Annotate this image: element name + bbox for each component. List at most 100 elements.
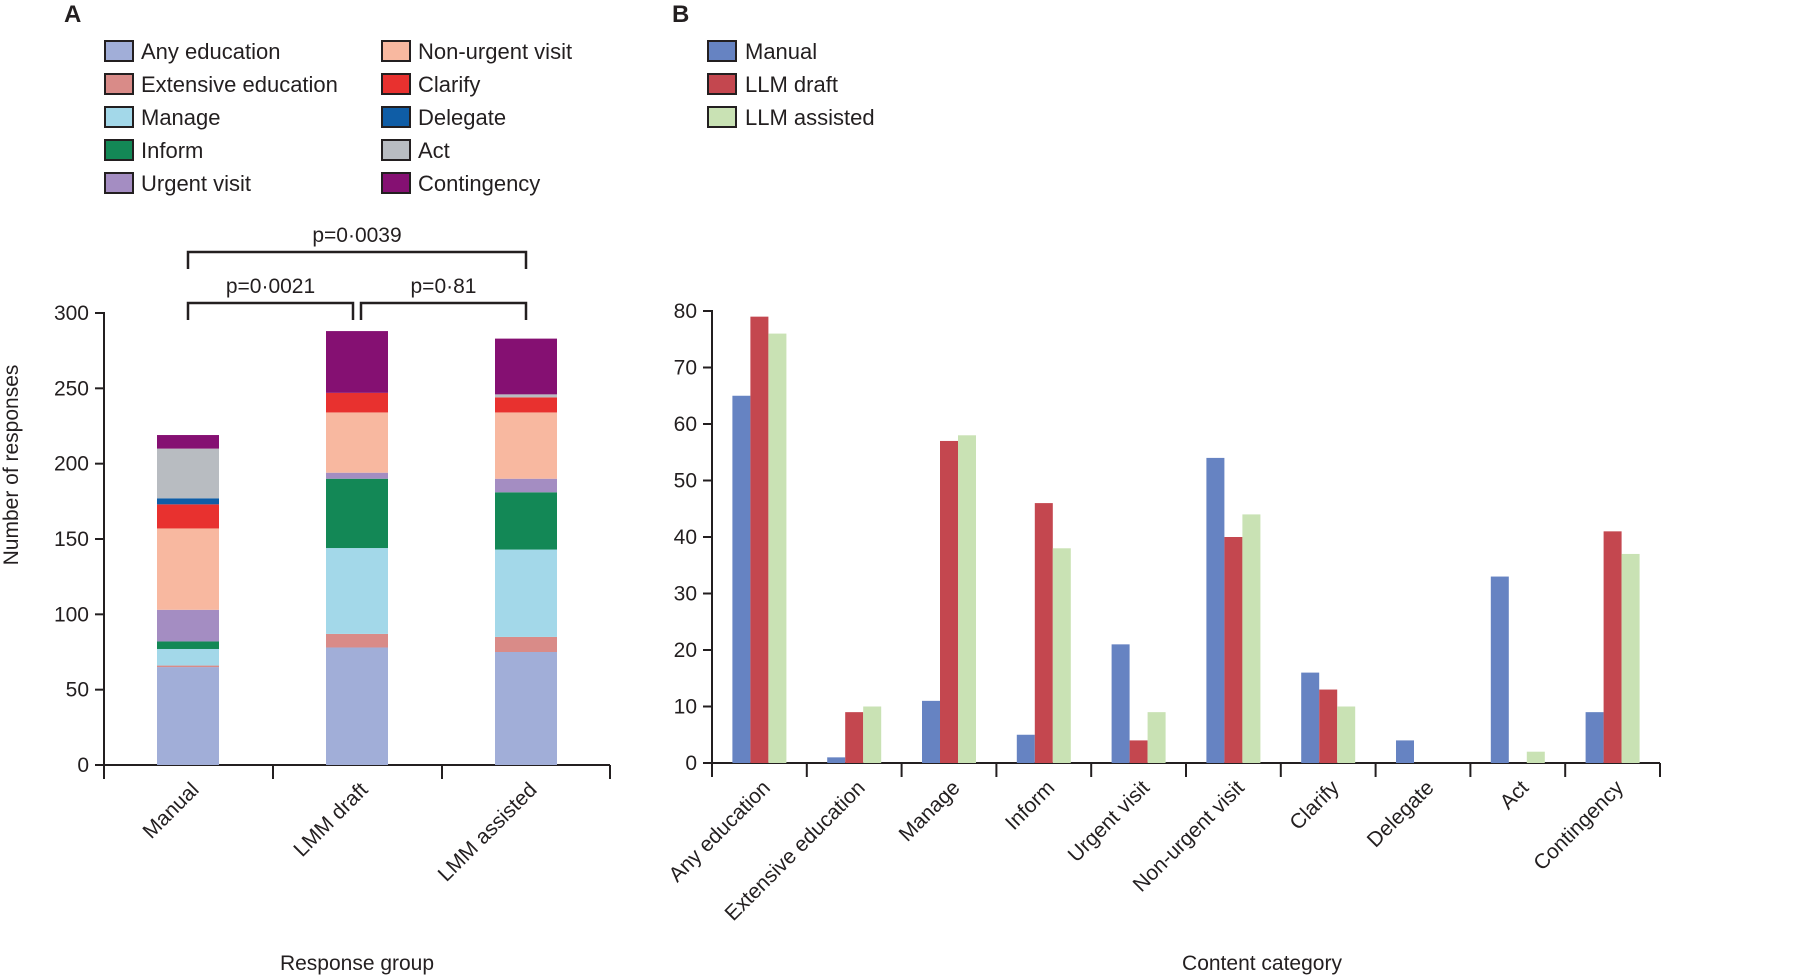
panel-a-bars (157, 331, 557, 765)
bar-lmm-draft-urgent-visit (326, 472, 388, 479)
legend-swatch-extensive-education (104, 73, 134, 95)
bar-lmm-assisted-urgent-visit (495, 478, 557, 493)
legend-swatch-any-education (104, 40, 134, 62)
significance-label-lmm-draft-lmm-assisted: p=0·81 (411, 275, 477, 298)
bar-manual-delegate (157, 498, 219, 505)
y-tick-label-50: 50 (674, 470, 697, 493)
legend-swatch-llm-draft (707, 73, 737, 95)
legend-swatch-delegate (381, 106, 411, 128)
legend-swatch-llm-assisted (707, 106, 737, 128)
bar-act-manual (1490, 576, 1509, 763)
bar-manage-manual (922, 700, 940, 763)
bar-act-llm-assisted (1526, 751, 1545, 763)
bar-urgent-visit-manual (1111, 644, 1130, 763)
legend-label-contingency: Contingency (418, 171, 540, 196)
x-tick-label-contingency: Contingency (1529, 776, 1628, 875)
x-tick-label-inform: Inform (1001, 776, 1059, 834)
x-tick-label-delegate: Delegate (1363, 776, 1439, 852)
legend-swatch-contingency (381, 172, 411, 194)
bar-lmm-draft-any-education (326, 647, 388, 765)
legend-swatch-manual (707, 40, 737, 62)
y-tick-label-50: 50 (66, 679, 89, 702)
bar-contingency-manual (1585, 712, 1604, 763)
panel-a-x-axis-title: Response group (280, 952, 434, 975)
legend-swatch-non-urgent-visit (381, 40, 411, 62)
bar-lmm-assisted-extensive-education (495, 636, 557, 652)
legend-swatch-urgent-visit (104, 172, 134, 194)
bar-inform-manual (1016, 734, 1035, 763)
bar-non-urgent-visit-llm-assisted (1242, 514, 1261, 763)
x-tick-label-lmm-draft: LMM draft (289, 778, 372, 861)
bar-lmm-draft-manage (326, 548, 388, 634)
legend-label-clarify: Clarify (418, 72, 480, 97)
y-tick-label-80: 80 (674, 300, 697, 323)
bar-lmm-assisted-contingency (495, 338, 557, 395)
bar-lmm-draft-inform (326, 478, 388, 549)
bar-any-education-manual (732, 395, 751, 763)
y-tick-label-300: 300 (54, 302, 89, 325)
panel-a-legend: Any education Extensive education Manage In… (104, 39, 572, 196)
bar-manual-act (157, 448, 219, 499)
significance-bracket-manual-lmm-draft (186, 301, 355, 320)
y-tick-label-70: 70 (674, 357, 697, 380)
bar-manual-clarify (157, 504, 219, 529)
significance-label-manual-lmm-assisted: p=0·0039 (312, 224, 401, 247)
panel-b-label: B (672, 1, 689, 28)
legend-label-extensive-education: Extensive education (141, 72, 338, 97)
bar-clarify-manual (1301, 672, 1320, 763)
y-tick-label-100: 100 (54, 603, 89, 626)
bar-manual-urgent-visit (157, 609, 219, 642)
bar-lmm-assisted-act (495, 394, 557, 398)
y-tick-label-30: 30 (674, 583, 697, 606)
x-tick-label-clarify: Clarify (1285, 776, 1344, 835)
y-tick-label-10: 10 (674, 696, 697, 719)
panel-b-bars (732, 316, 1640, 763)
significance-bracket-lmm-draft-lmm-assisted (359, 301, 528, 320)
significance-bracket-manual-lmm-assisted (186, 250, 528, 269)
bar-lmm-assisted-manage (495, 549, 557, 637)
y-tick-label-0: 0 (77, 754, 89, 777)
x-tick-label-lmm-assisted: LMM assisted (434, 778, 542, 886)
bar-any-education-llm-draft (750, 316, 769, 763)
bar-extensive-education-llm-draft (845, 712, 864, 763)
bar-lmm-assisted-any-education (495, 652, 557, 765)
bar-manual-contingency (157, 435, 219, 449)
y-tick-label-0: 0 (685, 752, 697, 775)
bar-manual-extensive-education (157, 665, 219, 668)
x-tick-label-manage: Manage (895, 776, 965, 846)
legend-label-manual: Manual (745, 39, 817, 64)
x-tick-label-urgent-visit: Urgent visit (1064, 776, 1155, 867)
bar-urgent-visit-llm-assisted (1147, 712, 1166, 763)
bar-manual-inform (157, 641, 219, 649)
legend-label-llm-draft: LLM draft (745, 72, 838, 97)
y-tick-label-20: 20 (674, 639, 697, 662)
bar-lmm-assisted-inform (495, 492, 557, 550)
bar-delegate-manual (1396, 740, 1414, 763)
bar-contingency-llm-assisted (1621, 553, 1640, 763)
bar-extensive-education-manual (827, 757, 846, 763)
panel-b-x-axis-title: Content category (1182, 952, 1342, 975)
legend-label-llm-assisted: LLM assisted (745, 105, 875, 130)
significance-brackets: p=0·0039 p=0·0021 p=0·81 (186, 224, 528, 320)
bar-contingency-llm-draft (1603, 531, 1622, 763)
legend-swatch-act (381, 139, 411, 161)
bar-urgent-visit-llm-draft (1129, 740, 1148, 763)
bar-lmm-draft-extensive-education (326, 633, 388, 648)
bar-any-education-llm-assisted (768, 333, 787, 763)
legend-label-inform: Inform (141, 138, 203, 163)
bar-lmm-assisted-clarify (495, 397, 557, 413)
significance-label-manual-lmm-draft: p=0·0021 (226, 275, 315, 298)
bar-manual-any-education (157, 667, 219, 765)
panel-a: A Any education Extensive education Manage… (0, 1, 611, 975)
y-tick-label-150: 150 (54, 528, 89, 551)
legend-swatch-manage (104, 106, 134, 128)
bar-extensive-education-llm-assisted (863, 706, 882, 763)
panel-a-y-axis-title: Number of responses (0, 365, 23, 566)
bar-manual-non-urgent-visit (157, 528, 219, 610)
y-tick-label-60: 60 (674, 413, 697, 436)
legend-label-manage: Manage (141, 105, 221, 130)
legend-label-any-education: Any education (141, 39, 280, 64)
bar-lmm-assisted-non-urgent-visit (495, 412, 557, 479)
